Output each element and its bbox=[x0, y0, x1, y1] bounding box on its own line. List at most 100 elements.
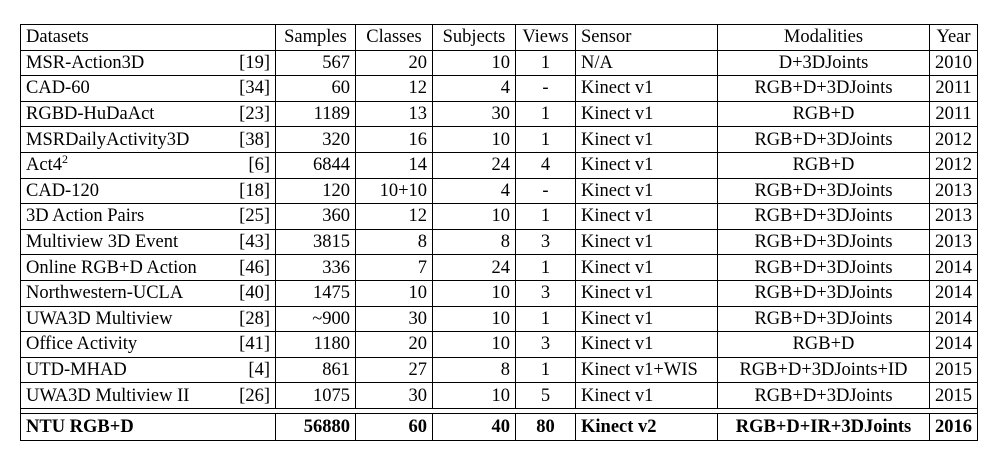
header-row: Datasets Samples Classes Subjects Views … bbox=[20, 24, 978, 51]
cell-views: - bbox=[515, 75, 576, 102]
cell-classes: 12 bbox=[355, 75, 433, 102]
cell-samples: 360 bbox=[275, 203, 356, 230]
cell-subjects: 10 bbox=[432, 203, 516, 230]
cell-year: 2012 bbox=[929, 151, 978, 179]
cell-subjects: 4 bbox=[432, 75, 516, 102]
cell-modalities: RGB+D+3DJoints bbox=[717, 279, 930, 307]
cell-year: 2014 bbox=[929, 254, 978, 281]
cell-samples: 120 bbox=[275, 177, 356, 205]
table-row: UWA3D Multiview [28] ~900 30 10 1 Kinect v1 RGB… bbox=[20, 305, 978, 333]
dataset-reference: [40] bbox=[239, 283, 270, 304]
cell-classes: 30 bbox=[355, 305, 433, 333]
cell-classes: 13 bbox=[355, 100, 433, 128]
table-row: CAD-60 [34] 60 12 4- Kinect v1 RGB+D+3DJoints 2… bbox=[20, 75, 978, 102]
cell-subjects: 24 bbox=[432, 254, 516, 281]
dataset-name-text: 3D Action Pairs bbox=[26, 206, 145, 227]
dataset-name-superscript: 2 bbox=[61, 152, 68, 167]
cell-year: 2015 bbox=[929, 356, 978, 384]
cell-subjects: 10 bbox=[432, 279, 516, 307]
cell-samples: 336 bbox=[275, 254, 356, 281]
cell-dataset: UTD-MHAD [4] bbox=[20, 356, 276, 384]
dataset-name-text: Online RGB+D Action bbox=[26, 257, 197, 278]
cell-modalities: RGB+D+3DJoints bbox=[717, 382, 930, 409]
cell-modalities: RGB+D+3DJoints+ID bbox=[717, 356, 930, 384]
cell-sensor: Kinect v1 bbox=[575, 75, 718, 102]
cell-dataset: CAD-60 [34] bbox=[20, 75, 276, 102]
dataset-name-text: MSR-Action3D bbox=[26, 52, 145, 73]
cell-modalities: RGB+D+3DJoints bbox=[717, 75, 930, 102]
cell-modalities: RGB+D bbox=[717, 331, 930, 358]
cell-modalities: RGB+D+3DJoints bbox=[717, 305, 930, 333]
cell-subjects: 24 bbox=[432, 151, 516, 179]
cell-sensor: Kinect v1+WIS bbox=[575, 356, 718, 384]
cell-views: 3 bbox=[515, 279, 576, 307]
dataset-name-text: Act4 bbox=[26, 155, 62, 176]
cell-sensor: Kinect v1 bbox=[575, 331, 718, 358]
dataset-reference: [4] bbox=[248, 360, 270, 381]
cell-subjects: 30 bbox=[432, 100, 516, 128]
cell-sensor: Kinect v1 bbox=[575, 228, 718, 256]
header-classes: Classes bbox=[355, 24, 433, 51]
cell-modalities: RGB+D+IR+3DJoints bbox=[717, 412, 930, 441]
cell-year: 2014 bbox=[929, 331, 978, 358]
cell-samples: ~900 bbox=[275, 305, 356, 333]
cell-views: 4 bbox=[515, 151, 576, 179]
dataset-reference: [46] bbox=[239, 257, 270, 278]
cell-modalities: RGB+D+3DJoints bbox=[717, 254, 930, 281]
dataset-name: Office Activity bbox=[26, 333, 137, 357]
dataset-reference: [23] bbox=[239, 104, 270, 125]
dataset-name-text: Multiview 3D Event bbox=[26, 232, 179, 253]
header-sensor: Sensor bbox=[575, 24, 718, 51]
cell-year: 2013 bbox=[929, 228, 978, 256]
cell-sensor: Kinect v1 bbox=[575, 151, 718, 179]
cell-modalities: RGB+D+3DJoints bbox=[717, 203, 930, 230]
dataset-name: UWA3D Multiview bbox=[26, 307, 172, 331]
cell-year: 2012 bbox=[929, 126, 978, 153]
cell-dataset: Online RGB+D Action [46] bbox=[20, 254, 276, 281]
cell-samples: 6844 bbox=[275, 151, 356, 179]
dataset-name: MSR-Action3D bbox=[26, 51, 144, 75]
cell-modalities: RGB+D+3DJoints bbox=[717, 126, 930, 153]
cell-modalities: D+3DJoints bbox=[717, 49, 930, 77]
dataset-reference: [26] bbox=[239, 385, 270, 406]
table-row: Online RGB+D Action [46] 336 7 24 1 Kinect v1 R… bbox=[20, 254, 978, 281]
cell-subjects: 10 bbox=[432, 305, 516, 333]
dataset-name: UWA3D Multiview II bbox=[26, 384, 189, 408]
cell-classes: 10 bbox=[355, 279, 433, 307]
header-subjects: Subjects bbox=[432, 24, 516, 51]
cell-year: 2011 bbox=[929, 100, 978, 128]
table-row: UTD-MHAD [4] 861 27 8 1 Kinect v1+WIS RGB+D+3DJ… bbox=[20, 356, 978, 384]
cell-views: 1 bbox=[515, 100, 576, 128]
header-views: Views bbox=[515, 24, 576, 51]
dataset-reference: [43] bbox=[239, 232, 270, 253]
cell-views: 1 bbox=[515, 203, 576, 230]
header-samples: Samples bbox=[275, 24, 356, 51]
dataset-name-text: UWA3D Multiview II bbox=[26, 385, 190, 406]
cell-year: 2011 bbox=[929, 75, 978, 102]
cell-classes: 7 bbox=[355, 254, 433, 281]
cell-subjects: 8 bbox=[432, 228, 516, 256]
cell-modalities: RGB+D+3DJoints bbox=[717, 228, 930, 256]
table-body: MSR-Action3D [19] 567 20 10 1 N/A D+3DJoints 201… bbox=[20, 49, 978, 409]
dataset-comparison-table-wrapper: Datasets Samples Classes Subjects Views … bbox=[20, 24, 978, 441]
cell-views: 80 bbox=[515, 412, 576, 441]
cell-classes: 27 bbox=[355, 356, 433, 384]
cell-sensor: Kinect v1 bbox=[575, 279, 718, 307]
cell-samples: 320 bbox=[275, 126, 356, 153]
cell-sensor: Kinect v1 bbox=[575, 126, 718, 153]
cell-views: 3 bbox=[515, 331, 576, 358]
dataset-name: Multiview 3D Event bbox=[26, 230, 178, 254]
cell-subjects: 4 bbox=[432, 177, 516, 205]
table-row: MSRDailyActivity3D [38] 320 16 10 1 Kinect v1 R… bbox=[20, 126, 978, 153]
table-row: UWA3D Multiview II [26] 1075 30 10 5 Kinect v1… bbox=[20, 382, 978, 409]
table-row: Multiview 3D Event [43] 3815 8 8 3 Kinect v1 RG… bbox=[20, 228, 978, 256]
dataset-name-text: CAD-120 bbox=[26, 180, 99, 201]
cell-samples: 1180 bbox=[275, 331, 356, 358]
cell-dataset: Office Activity [41] bbox=[20, 331, 276, 358]
cell-dataset: CAD-120 [18] bbox=[20, 177, 276, 205]
cell-dataset: RGBD-HuDaAct [23] bbox=[20, 100, 276, 128]
table-row: Act42 [6] 6844 14 24 4 Kinect v1 RGB+D 2012 bbox=[20, 151, 978, 179]
cell-classes: 20 bbox=[355, 49, 433, 77]
cell-views: 1 bbox=[515, 126, 576, 153]
dataset-name: UTD-MHAD bbox=[26, 358, 127, 382]
